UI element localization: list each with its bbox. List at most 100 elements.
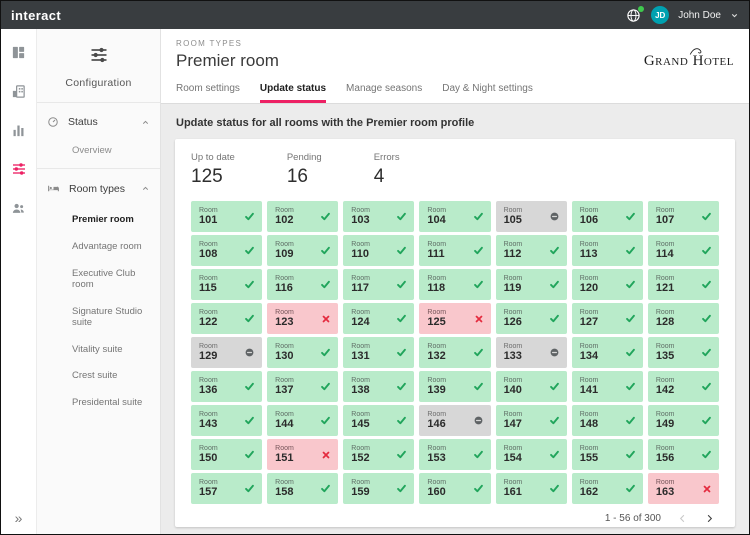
room-card[interactable]: Room 105 [495,201,567,232]
room-card[interactable]: Room 123 [267,303,339,334]
room-card[interactable]: Room 134 [571,337,643,368]
room-card[interactable]: Room 159 [343,473,415,504]
check-icon [549,483,560,494]
room-card[interactable]: Room 157 [191,473,263,504]
room-card[interactable]: Room 121 [647,269,719,300]
room-card-number: 123 [275,315,294,328]
room-card[interactable]: Room 154 [495,439,567,470]
room-card-number: 132 [427,349,446,362]
chevron-down-icon[interactable] [730,11,739,20]
section-status[interactable]: Status [37,103,160,138]
sidebar-item-crest-suite[interactable]: Crest suite [72,370,118,382]
room-card[interactable]: Room 101 [191,201,263,232]
room-card[interactable]: Room 126 [495,303,567,334]
room-card[interactable]: Room 135 [647,337,719,368]
room-card[interactable]: Room 142 [647,371,719,402]
room-card[interactable]: Room 136 [191,371,263,402]
room-card[interactable]: Room 104 [419,201,491,232]
room-card[interactable]: Room 138 [343,371,415,402]
room-card[interactable]: Room 125 [419,303,491,334]
room-card[interactable]: Room 111 [419,235,491,266]
sidebar-item-advantage-room[interactable]: Advantage room [72,240,142,252]
room-card-label: Room [427,274,447,282]
room-card-label: Room [199,376,218,384]
room-card[interactable]: Room 147 [495,405,567,436]
avatar[interactable]: JD [651,6,670,24]
room-card[interactable]: Room 106 [571,201,643,232]
room-card[interactable]: Room 144 [267,405,339,436]
next-page-button[interactable] [704,513,715,524]
room-card[interactable]: Room 110 [343,235,415,266]
room-card[interactable]: Room 156 [647,439,719,470]
sidebar-item-vitality-suite[interactable]: Vitality suite [72,343,123,355]
sidebar-item-reports[interactable] [10,121,28,139]
previous-page-button[interactable] [677,513,688,524]
room-card[interactable]: Room 102 [267,201,339,232]
room-card[interactable]: Room 103 [343,201,415,232]
room-card[interactable]: Room 152 [343,439,415,470]
room-card[interactable]: Room 112 [495,235,567,266]
sidebar-item-property[interactable] [10,82,28,100]
topbar: interact JD John Doe [1,1,749,29]
sidebar-item-configuration[interactable] [10,160,28,178]
error-icon [321,314,331,324]
room-card[interactable]: Room 161 [495,473,567,504]
language-globe-button[interactable] [625,5,645,24]
room-card[interactable]: Room 128 [647,303,719,334]
sidebar-item-executive-club-room[interactable]: Executive Club room [72,267,136,290]
tab-room-settings[interactable]: Room settings [176,83,240,94]
tab-update-status[interactable]: Update status [259,83,327,103]
room-card[interactable]: Room 114 [647,235,719,266]
sidebar-item-users[interactable] [10,199,28,217]
sidebar-collapse-button[interactable]: » [14,510,23,526]
room-card[interactable]: Room 131 [343,337,415,368]
chevron-left-icon [679,514,685,523]
sidebar-item-presidental-suite[interactable]: Presidental suite [72,397,143,409]
room-card[interactable]: Room 116 [267,269,339,300]
room-card[interactable]: Room 132 [419,337,491,368]
room-card[interactable]: Room 139 [419,371,491,402]
room-card[interactable]: Room 146 [419,405,491,436]
room-card[interactable]: Room 153 [419,439,491,470]
room-card[interactable]: Room 145 [343,405,415,436]
room-card[interactable]: Room 113 [571,235,643,266]
room-card[interactable]: Room 129 [191,337,263,368]
room-card[interactable]: Room 158 [267,473,339,504]
tab-manage-seasons[interactable]: Manage seasons [346,83,423,94]
room-card[interactable]: Room 151 [267,439,339,470]
room-card-label: Room [351,308,370,316]
room-card[interactable]: Room 127 [571,303,643,334]
room-card[interactable]: Room 120 [571,269,643,300]
room-card[interactable]: Room 162 [571,473,643,504]
room-card[interactable]: Room 107 [647,201,719,232]
room-card[interactable]: Room 137 [267,371,339,402]
chevron-up-icon [142,186,149,190]
room-card[interactable]: Room 124 [343,303,415,334]
room-card[interactable]: Room 140 [495,371,567,402]
room-card[interactable]: Room 150 [191,439,263,470]
tab-day-night-settings[interactable]: Day & Night settings [442,83,533,94]
room-card[interactable]: Room 115 [191,269,263,300]
room-card[interactable]: Room 155 [571,439,643,470]
room-card[interactable]: Room 109 [267,235,339,266]
room-card[interactable]: Room 133 [495,337,567,368]
room-card[interactable]: Room 108 [191,235,263,266]
room-card[interactable]: Room 118 [419,269,491,300]
sidebar-item-premier-room[interactable]: Premier room [72,214,134,225]
gauge-icon [48,117,58,127]
room-card[interactable]: Room 160 [419,473,491,504]
room-card[interactable]: Room 119 [495,269,567,300]
room-card[interactable]: Room 148 [571,405,643,436]
sidebar-item-signature-studio-suite[interactable]: Signature Studio suite [72,305,143,328]
section-room-types[interactable]: Room types [37,169,160,205]
room-card[interactable]: Room 130 [267,337,339,368]
sidebar-item-overview[interactable]: Overview [37,138,160,169]
sidebar-item-dashboard[interactable] [10,43,28,61]
check-icon [396,483,407,494]
room-card[interactable]: Room 143 [191,405,263,436]
room-card[interactable]: Room 117 [343,269,415,300]
room-card[interactable]: Room 141 [571,371,643,402]
room-card[interactable]: Room 163 [647,473,719,504]
room-card[interactable]: Room 122 [191,303,263,334]
room-card[interactable]: Room 149 [647,405,719,436]
